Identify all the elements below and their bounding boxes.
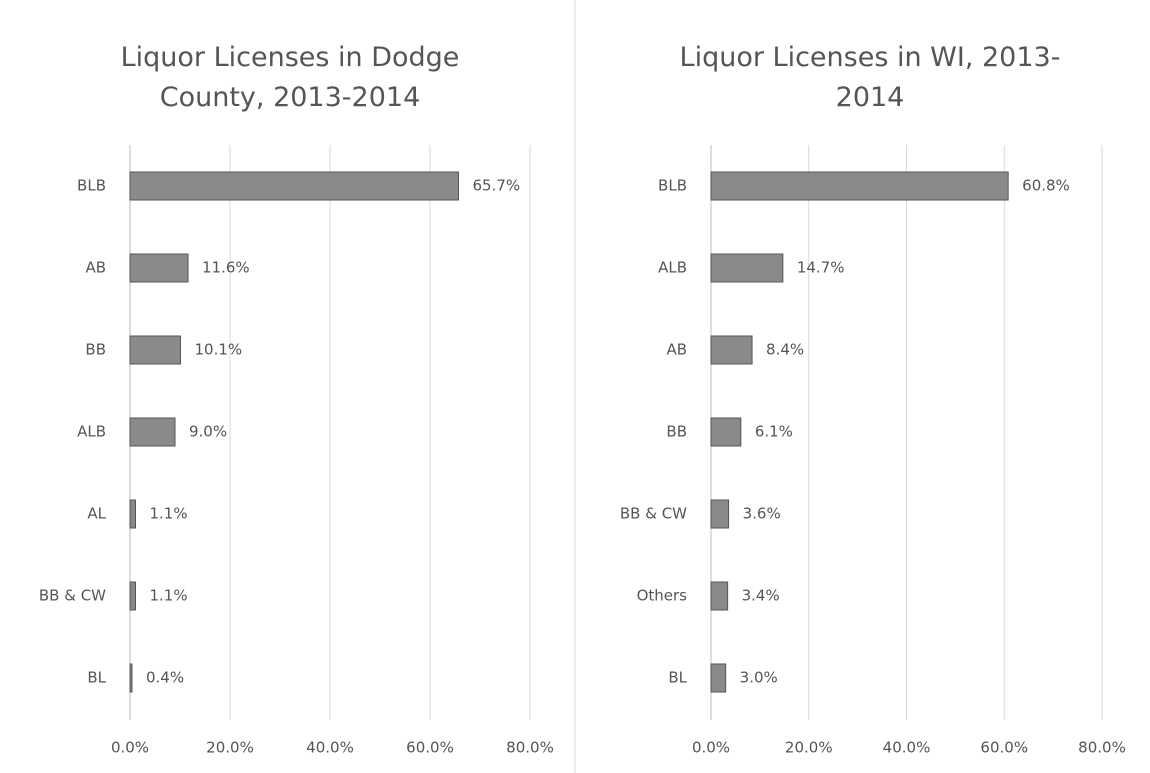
data-label: 3.0% — [740, 669, 778, 687]
y-tick-label: BLB — [658, 177, 687, 195]
bar — [710, 499, 730, 529]
y-tick-label: BL — [668, 669, 687, 687]
y-tick-label: BB & CW — [620, 505, 687, 523]
y-tick-label: AB — [85, 259, 106, 277]
x-tick-label: 40.0% — [883, 739, 931, 757]
x-tick-label: 40.0% — [306, 739, 354, 757]
data-label: 11.6% — [202, 259, 250, 277]
y-tick-label: BL — [87, 669, 106, 687]
bar — [710, 417, 742, 447]
data-label: 3.4% — [742, 587, 780, 605]
data-label: 60.8% — [1022, 177, 1070, 195]
data-label: 8.4% — [766, 341, 804, 359]
y-tick-label: BLB — [77, 177, 106, 195]
x-tick-label: 80.0% — [1078, 739, 1126, 757]
y-tick-label: BB & CW — [39, 587, 106, 605]
chart-title: Liquor Licenses in WI, 2013-2014 — [679, 42, 1061, 113]
bar — [129, 335, 181, 365]
x-tick-label: 60.0% — [406, 739, 454, 757]
bar — [710, 171, 1009, 201]
data-label: 0.4% — [146, 669, 184, 687]
bar — [710, 581, 729, 611]
x-tick-label: 60.0% — [980, 739, 1028, 757]
chart-title: Liquor Licenses in Dodge County, 2013-20… — [120, 42, 460, 113]
y-tick-label: Others — [637, 587, 688, 605]
data-label: 3.6% — [743, 505, 781, 523]
data-label: 14.7% — [797, 259, 845, 277]
data-label: 6.1% — [755, 423, 793, 441]
bar — [129, 663, 133, 693]
y-tick-label: AB — [666, 341, 687, 359]
bar — [710, 335, 753, 365]
data-label: 9.0% — [189, 423, 227, 441]
x-tick-label: 20.0% — [206, 739, 254, 757]
bar — [129, 171, 459, 201]
y-tick-label: BB — [666, 423, 687, 441]
y-tick-label: ALB — [77, 423, 106, 441]
x-tick-label: 20.0% — [785, 739, 833, 757]
x-tick-label: 80.0% — [506, 739, 554, 757]
data-label: 1.1% — [150, 505, 188, 523]
bar — [710, 253, 784, 283]
data-label: 1.1% — [150, 587, 188, 605]
bar — [129, 499, 136, 529]
bar — [129, 253, 189, 283]
data-label: 10.1% — [195, 341, 243, 359]
bar — [129, 581, 136, 611]
y-tick-label: ALB — [658, 259, 687, 277]
x-tick-label: 0.0% — [692, 739, 730, 757]
y-tick-label: AL — [87, 505, 106, 523]
y-tick-label: BB — [85, 341, 106, 359]
bar — [710, 663, 727, 693]
data-label: 65.7% — [473, 177, 521, 195]
bar — [129, 417, 176, 447]
x-tick-label: 0.0% — [111, 739, 149, 757]
